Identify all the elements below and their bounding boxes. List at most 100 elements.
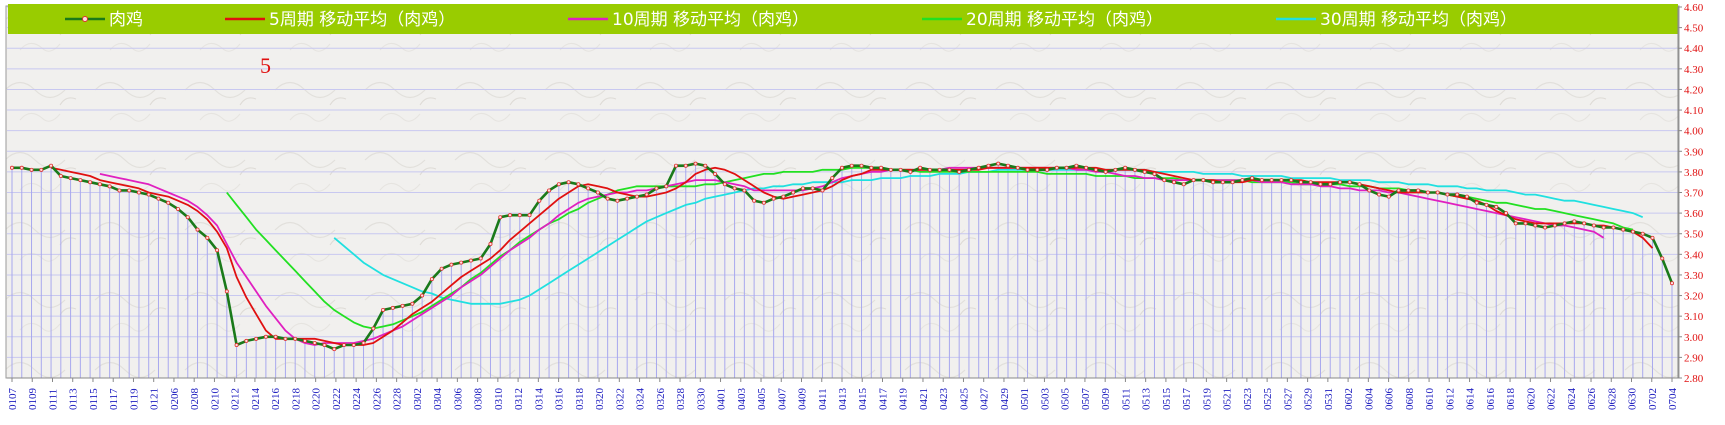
data-point bbox=[1318, 182, 1323, 187]
data-point bbox=[1025, 167, 1030, 172]
data-point bbox=[1259, 178, 1264, 183]
y-tick-label: 4.40 bbox=[1684, 43, 1704, 55]
x-tick-label: 0417 bbox=[877, 388, 889, 411]
data-point bbox=[1152, 171, 1157, 176]
x-tick-label: 0316 bbox=[554, 388, 566, 411]
data-point bbox=[722, 182, 727, 187]
y-tick-label: 3.70 bbox=[1684, 188, 1704, 200]
y-tick-label: 4.50 bbox=[1684, 23, 1704, 35]
x-tick-label: 0208 bbox=[189, 388, 201, 411]
data-point bbox=[937, 167, 942, 172]
data-point bbox=[234, 343, 239, 348]
x-tick-label: 0606 bbox=[1384, 388, 1396, 411]
drop-lines bbox=[11, 163, 1673, 378]
data-point bbox=[263, 334, 268, 339]
x-tick-label: 0308 bbox=[473, 388, 485, 411]
y-tick-label: 3.10 bbox=[1684, 311, 1704, 323]
x-tick-label: 0628 bbox=[1606, 388, 1618, 411]
x-tick-label: 0216 bbox=[270, 388, 282, 411]
x-tick-label: 0515 bbox=[1161, 388, 1173, 411]
y-tick-label: 3.60 bbox=[1684, 208, 1704, 220]
data-point bbox=[1201, 178, 1206, 183]
data-point bbox=[1250, 176, 1255, 181]
data-point bbox=[283, 336, 288, 341]
x-tick-label: 0113 bbox=[68, 388, 80, 410]
x-tick-label: 0210 bbox=[209, 388, 221, 411]
x-tick-label: 0423 bbox=[938, 388, 950, 411]
x-tick-label: 0429 bbox=[999, 388, 1011, 411]
data-point bbox=[996, 161, 1001, 166]
data-point bbox=[1601, 225, 1606, 230]
data-point bbox=[752, 198, 757, 203]
x-tick-label: 0306 bbox=[452, 388, 464, 411]
data-point bbox=[1103, 169, 1108, 174]
x-tick-label: 0630 bbox=[1627, 388, 1639, 411]
data-point bbox=[1093, 167, 1098, 172]
legend-label: 肉鸡 bbox=[109, 10, 143, 30]
data-point bbox=[1670, 281, 1675, 286]
data-point bbox=[1406, 188, 1411, 193]
y-tick-label: 3.00 bbox=[1684, 332, 1704, 344]
data-point bbox=[488, 242, 493, 247]
data-point bbox=[224, 289, 229, 294]
data-point bbox=[1562, 221, 1567, 226]
data-point bbox=[527, 213, 532, 218]
x-tick-label: 0218 bbox=[290, 388, 302, 411]
data-point bbox=[1191, 178, 1196, 183]
data-point bbox=[1230, 180, 1235, 185]
data-point bbox=[1181, 182, 1186, 187]
data-point bbox=[879, 165, 884, 170]
data-point bbox=[127, 188, 132, 193]
data-point bbox=[322, 343, 327, 348]
data-point bbox=[1211, 180, 1216, 185]
data-point bbox=[771, 196, 776, 201]
data-point bbox=[664, 184, 669, 189]
data-point bbox=[58, 174, 63, 179]
x-tick-label: 0503 bbox=[1039, 388, 1051, 411]
data-point bbox=[1006, 163, 1011, 168]
data-point bbox=[459, 260, 464, 265]
data-point bbox=[507, 213, 512, 218]
data-point bbox=[1630, 229, 1635, 234]
data-point bbox=[107, 184, 112, 189]
data-point bbox=[683, 163, 688, 168]
data-point bbox=[88, 180, 93, 185]
data-point bbox=[1113, 167, 1118, 172]
data-point bbox=[517, 213, 522, 218]
x-tick-label: 0322 bbox=[614, 388, 626, 410]
data-point bbox=[1328, 182, 1333, 187]
data-point bbox=[400, 303, 405, 308]
data-point bbox=[1533, 223, 1538, 228]
data-point bbox=[1054, 165, 1059, 170]
x-tick-label: 0405 bbox=[756, 388, 768, 411]
y-tick-label: 3.80 bbox=[1684, 167, 1704, 179]
x-tick-label: 0608 bbox=[1404, 388, 1416, 411]
data-point bbox=[293, 336, 298, 341]
data-point bbox=[1494, 204, 1499, 209]
data-point bbox=[654, 186, 659, 191]
y-tick-label: 2.80 bbox=[1684, 373, 1704, 385]
data-point bbox=[634, 194, 639, 199]
data-point bbox=[1611, 225, 1616, 230]
data-point bbox=[1474, 200, 1479, 205]
data-point bbox=[1123, 165, 1128, 170]
y-axis: 2.80 2.90 3.00 3.10 3.20 3.30 3.40 3.50 3.60 3.70… bbox=[1677, 2, 1704, 385]
data-point bbox=[1543, 225, 1548, 230]
data-point bbox=[1455, 192, 1460, 197]
x-tick-label: 0616 bbox=[1485, 388, 1497, 411]
x-tick-label: 0330 bbox=[695, 388, 707, 411]
data-point bbox=[918, 165, 923, 170]
x-axis: 0107 0109 0111 0113 0115 0117 0119 0121 0206 0208… bbox=[7, 377, 1679, 411]
data-point bbox=[1591, 223, 1596, 228]
x-tick-label: 0413 bbox=[837, 388, 849, 411]
data-point bbox=[1338, 180, 1343, 185]
data-point bbox=[888, 167, 893, 172]
x-tick-label: 0318 bbox=[574, 388, 586, 411]
x-tick-label: 0425 bbox=[958, 388, 970, 411]
data-point bbox=[1289, 178, 1294, 183]
data-point bbox=[1172, 180, 1177, 185]
data-point bbox=[966, 167, 971, 172]
data-point bbox=[537, 198, 542, 203]
data-point bbox=[1552, 223, 1557, 228]
